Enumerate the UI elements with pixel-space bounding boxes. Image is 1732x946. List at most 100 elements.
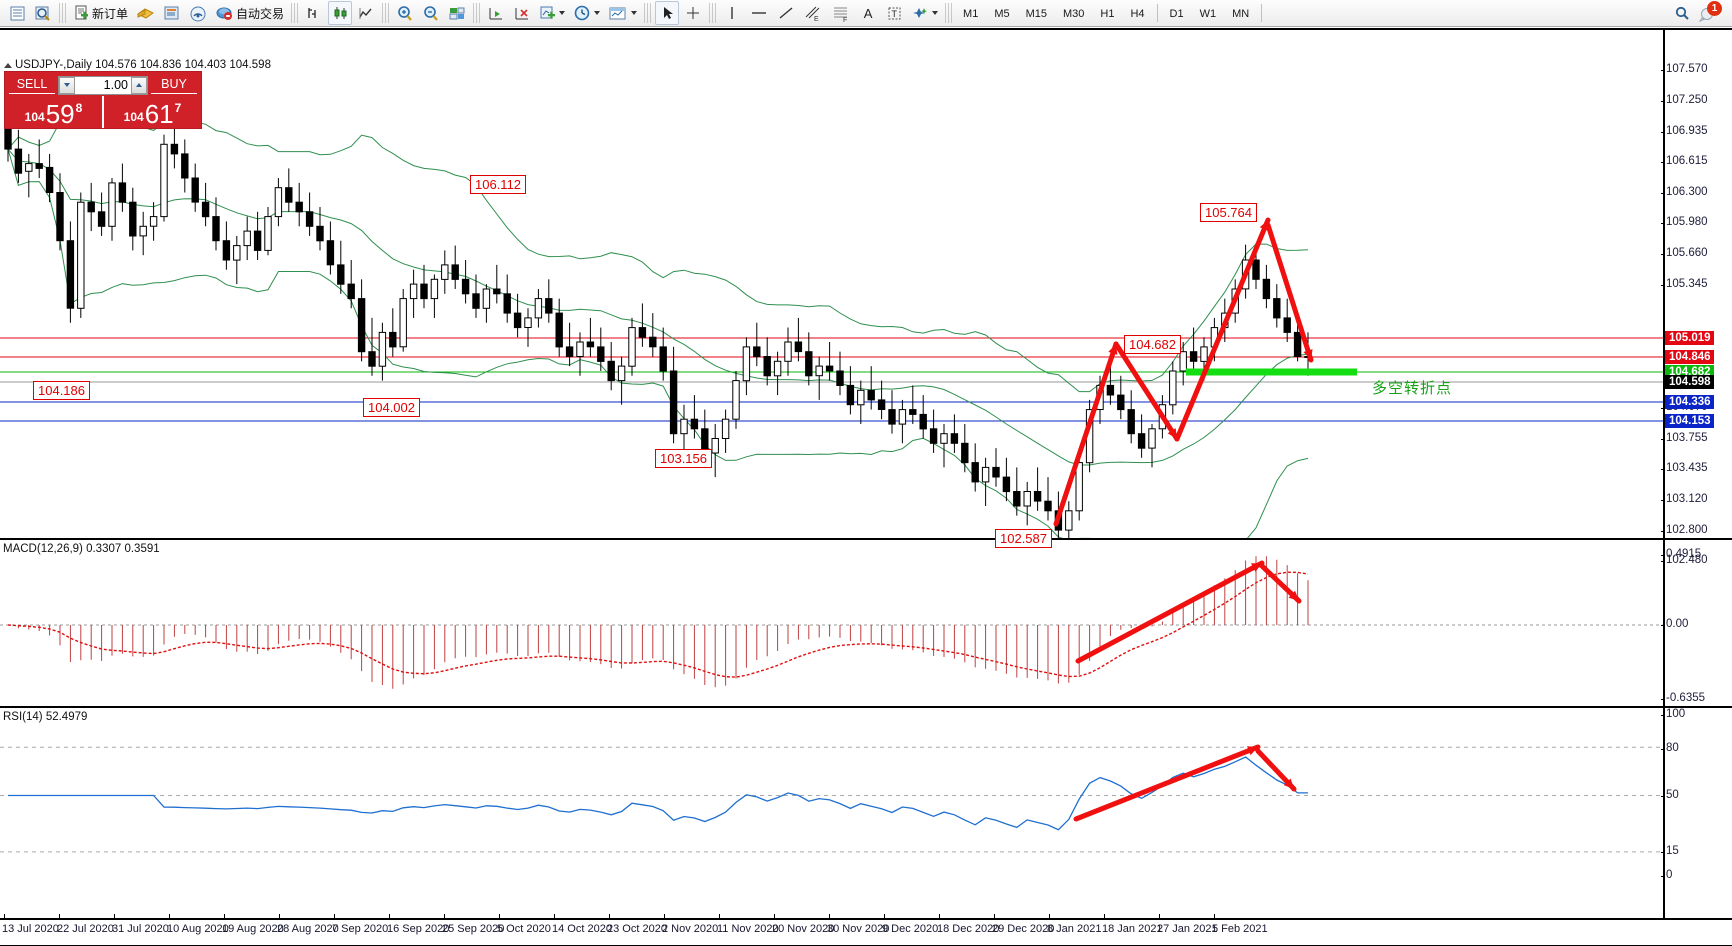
date-tick: [829, 914, 830, 919]
horizontal-line-icon[interactable]: [746, 1, 772, 25]
svg-text:E: E: [814, 16, 819, 22]
period-clock-icon[interactable]: [570, 1, 603, 25]
timeframe-d1[interactable]: D1: [1169, 8, 1184, 20]
price-level-badge[interactable]: 105.019: [1665, 331, 1714, 345]
search-icon[interactable]: [1670, 1, 1694, 25]
price-annotation[interactable]: 104.186: [33, 381, 90, 400]
price-annotation[interactable]: 102.587: [995, 529, 1052, 548]
date-label: 11 Nov 2020: [717, 923, 779, 935]
price-level-badge[interactable]: 104.846: [1665, 350, 1714, 364]
date-tick: [884, 914, 885, 919]
autotrading-button[interactable]: 自动交易: [212, 1, 287, 25]
templates-icon[interactable]: [605, 1, 640, 25]
buy-price[interactable]: 104 61 7: [102, 96, 201, 128]
data-window-icon[interactable]: [31, 1, 55, 25]
price-annotation[interactable]: 103.156: [655, 449, 712, 468]
price-annotation[interactable]: 106.112: [470, 175, 527, 194]
notifications-icon[interactable]: 1: [1696, 1, 1722, 25]
price-level-badge[interactable]: 104.336: [1665, 395, 1714, 409]
timeframe-h4[interactable]: H4: [1130, 8, 1145, 20]
toolbar-separator: [1261, 4, 1263, 22]
date-label: 14 Oct 2020: [552, 923, 612, 935]
rsi-pane[interactable]: [0, 709, 1732, 917]
one-click-trading-panel[interactable]: SELL 1.00 BUY 104 59 8 104 61 7: [4, 71, 202, 129]
cursor-icon[interactable]: [655, 1, 680, 25]
chevron-down-icon[interactable]: [594, 11, 601, 15]
date-tick: [59, 914, 60, 919]
chinese-annotation[interactable]: 多空转折点: [1372, 380, 1453, 397]
volume-decrease-button[interactable]: [59, 76, 75, 94]
market-watch-icon[interactable]: [5, 1, 29, 25]
line-chart-icon[interactable]: [354, 1, 378, 25]
timeframe-m5[interactable]: M5: [994, 8, 1010, 20]
chevron-down-icon[interactable]: [559, 11, 566, 15]
price-plot: [0, 94, 1663, 540]
trendline-icon[interactable]: [774, 1, 798, 25]
chart-area[interactable]: USDJPY-,Daily 104.576 104.836 104.403 10…: [0, 28, 1732, 946]
macd-tick: 0.00: [1660, 618, 1689, 630]
date-label: 28 Aug 2020: [277, 923, 339, 935]
sell-button[interactable]: SELL: [9, 77, 55, 94]
volume-increase-button[interactable]: [131, 76, 147, 94]
price-annotation[interactable]: 104.002: [363, 398, 420, 417]
price-tick: 105.980: [1661, 216, 1708, 228]
price-level-badge[interactable]: 104.598: [1665, 375, 1714, 389]
date-tick: [719, 914, 720, 919]
timeframe-m30[interactable]: M30: [1063, 8, 1085, 20]
arrows-icon[interactable]: [908, 1, 941, 25]
price-annotation[interactable]: 104.682: [1124, 335, 1181, 354]
timeframe-h1[interactable]: H1: [1100, 8, 1115, 20]
volume-input[interactable]: 1.00: [103, 78, 128, 92]
date-label: 13 Jul 2020: [2, 923, 59, 935]
timeframe-m1[interactable]: M1: [963, 8, 979, 20]
crosshair-icon[interactable]: [681, 1, 705, 25]
new-order-button[interactable]: 新订单: [70, 1, 131, 25]
volume-stepper[interactable]: 1.00: [58, 75, 148, 95]
text-label-icon[interactable]: T: [882, 1, 906, 25]
chevron-down-icon[interactable]: [631, 11, 638, 15]
timeframe-w1[interactable]: W1: [1199, 8, 1217, 20]
timeframe-m15[interactable]: M15: [1025, 8, 1047, 20]
price-level-badge[interactable]: 104.153: [1665, 414, 1714, 428]
macd-tick: -0.6355: [1660, 692, 1706, 704]
price-annotation[interactable]: 105.764: [1200, 203, 1257, 222]
indicators-icon[interactable]: [133, 1, 158, 25]
macd-plot: [0, 556, 1663, 689]
price-axis[interactable]: [1663, 30, 1665, 920]
date-axis[interactable]: [0, 918, 1732, 920]
add-indicator-icon[interactable]: [536, 1, 568, 25]
auto-scroll-icon[interactable]: [510, 1, 534, 25]
zoom-out-icon[interactable]: [419, 1, 443, 25]
price-tick: 106.935: [1661, 125, 1708, 137]
buy-price-main: 61: [144, 99, 174, 129]
symbol-header-text: USDJPY-,Daily 104.576 104.836 104.403 10…: [15, 59, 271, 71]
signals-icon[interactable]: [186, 1, 210, 25]
fibonacci-icon[interactable]: F: [828, 1, 854, 25]
date-tick: [334, 914, 335, 919]
equidistant-channel-icon[interactable]: E: [800, 1, 826, 25]
vertical-line-icon[interactable]: [720, 1, 744, 25]
svg-text:T: T: [891, 9, 897, 19]
date-tick: [554, 914, 555, 919]
text-icon[interactable]: A: [863, 5, 873, 21]
trade-panel-prices: 104 59 8 104 61 7: [5, 96, 201, 128]
collapse-icon[interactable]: [4, 63, 12, 68]
chart-shift-icon[interactable]: [484, 1, 508, 25]
sell-price[interactable]: 104 59 8: [5, 96, 102, 128]
price-tick: 106.300: [1661, 186, 1708, 198]
bar-chart-icon[interactable]: [302, 1, 326, 25]
price-pane[interactable]: [0, 30, 1732, 540]
pane-separator: [0, 538, 1732, 540]
date-label: 5 Feb 2021: [1212, 923, 1268, 935]
buy-button[interactable]: BUY: [151, 77, 197, 94]
new-order-label: 新订单: [92, 6, 129, 21]
candlestick-chart-icon[interactable]: [328, 1, 353, 25]
tile-windows-icon[interactable]: [445, 1, 469, 25]
terminal-icon[interactable]: [160, 1, 184, 25]
price-tick: 102.480: [1661, 554, 1708, 566]
autotrading-label: 自动交易: [236, 6, 285, 21]
timeframe-mn[interactable]: MN: [1232, 8, 1250, 20]
zoom-in-icon[interactable]: [393, 1, 417, 25]
chevron-down-icon[interactable]: [932, 11, 939, 15]
macd-pane[interactable]: [0, 541, 1732, 706]
